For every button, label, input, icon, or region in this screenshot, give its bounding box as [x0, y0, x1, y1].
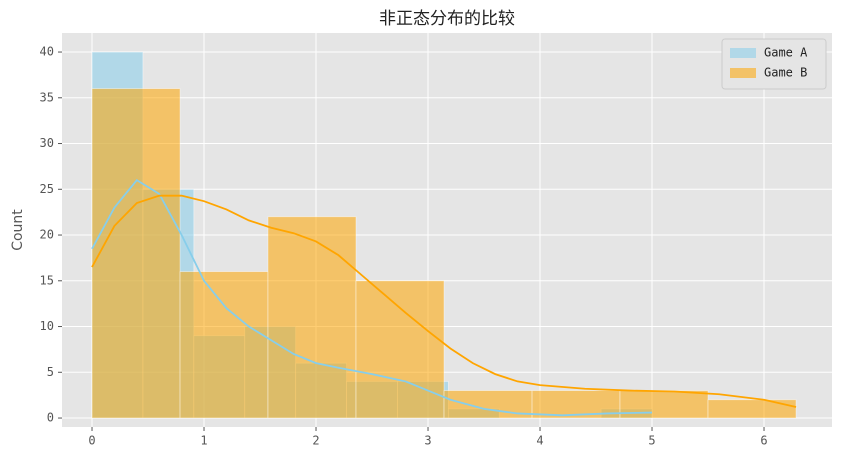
chart-title: 非正态分布的比较 — [379, 9, 515, 29]
bar — [355, 280, 445, 419]
y-tick-label: 10 — [40, 319, 54, 333]
bar — [179, 271, 269, 419]
x-tick-label: 0 — [88, 434, 95, 448]
x-tick-label: 3 — [424, 434, 431, 448]
legend-swatch — [730, 68, 756, 78]
kde-line — [91, 178, 653, 417]
legend-label: Game A — [764, 46, 808, 60]
kde-line — [91, 194, 797, 408]
y-tick-label: 0 — [47, 411, 54, 425]
y-tick-label: 40 — [40, 45, 54, 59]
y-tick-label: 35 — [40, 90, 54, 104]
x-tick-label: 4 — [536, 434, 543, 448]
bar — [707, 399, 797, 419]
y-tick-label: 25 — [40, 182, 54, 196]
y-tick-label: 20 — [40, 228, 54, 242]
y-tick-label: 30 — [40, 136, 54, 150]
bar — [619, 390, 709, 419]
y-axis-label: Count — [10, 209, 26, 251]
legend-swatch — [730, 48, 756, 58]
x-tick-label: 2 — [312, 434, 319, 448]
bar — [267, 216, 357, 419]
x-tick-label: 1 — [200, 434, 207, 448]
legend-label: Game B — [764, 66, 807, 80]
bar — [91, 88, 181, 419]
x-tick-label: 6 — [760, 434, 767, 448]
x-tick-label: 5 — [648, 434, 655, 448]
y-tick-label: 15 — [40, 273, 54, 287]
y-tick-label: 5 — [47, 365, 54, 379]
